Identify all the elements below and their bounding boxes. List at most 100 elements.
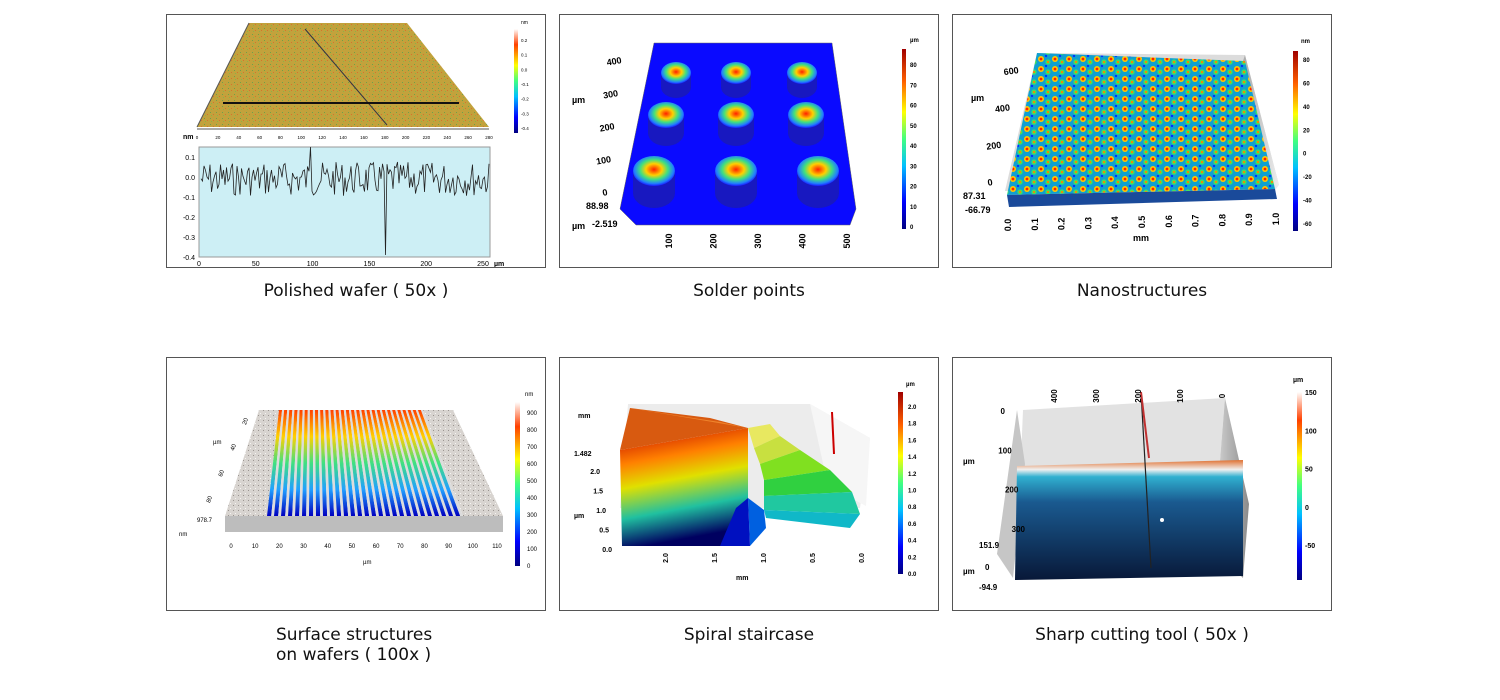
x-axis-ticks: 100 200 300 400 500 (664, 233, 852, 248)
wafer-3d-axis-ticks: 0 20 40 60 80 100 120 140 160 180 200 220 240 260 280 (196, 135, 494, 140)
colorbar (902, 49, 906, 229)
panel-nanostructures: µm 600 400 200 0 87.31 -66.79 0.0 0.1 0.2 0.3 0… (952, 14, 1332, 268)
groove-ridge (302, 410, 308, 516)
y-axis-unit: mm (578, 413, 590, 420)
profile-line (200, 146, 490, 256)
caption-line: Sharp cutting tool ( 50x ) (1035, 625, 1249, 645)
groove-ridge (392, 410, 426, 516)
groove-gap (374, 410, 400, 516)
colorbar-unit: nm (525, 392, 533, 398)
z-axis-ticks: 2.0 1.5 1.0 0.5 0.0 (590, 469, 612, 554)
groove-ridge (407, 410, 447, 516)
groove-ridge (315, 410, 321, 516)
tick-label: 0 (527, 564, 531, 570)
solder-bump-top (721, 62, 751, 84)
groove-gap (354, 410, 372, 516)
groove-gap (343, 410, 358, 516)
groove-gap (285, 410, 295, 516)
tick-label: 50 (252, 261, 260, 268)
groove-gap (328, 410, 337, 516)
x-axis-ticks: 0.0 0.1 0.2 0.3 0.4 0.5 0.6 0.7 0.8 0.9 1.0 (1003, 213, 1281, 232)
caption-line: Nanostructures (1076, 281, 1208, 301)
z-max-label: 978.7 (197, 518, 213, 524)
tick-label: 0 (987, 177, 993, 188)
tick-label: 80 (206, 495, 214, 504)
tick-label: 0 (229, 544, 233, 550)
colorbar (515, 402, 520, 566)
tick-label: -0.2 (521, 97, 529, 102)
groove-ridge (402, 410, 440, 516)
groove-gap (312, 410, 316, 516)
tick-label: 60 (1303, 81, 1310, 87)
panel-surface-structures: µm 20 40 60 80 978.7 nm 0 10 20 30 40 50 60 70 80 90… (166, 357, 546, 611)
tick-label: 40 (236, 135, 242, 140)
caption-line: Polished wafer ( 50x ) (263, 281, 449, 301)
tick-label: -0.3 (183, 235, 195, 242)
sharp-cutting-tool-figure: 400 300 200 100 0 µm 0 100 200 300 151.9 µm 0 -… (963, 377, 1317, 592)
z-unit-label: µm (574, 513, 584, 520)
surface-structures-figure: µm 20 40 60 80 978.7 nm 0 10 20 30 40 50 60 70 80 90… (179, 392, 538, 570)
solder-bump-top (633, 156, 675, 186)
z-unit-label: nm (179, 532, 187, 538)
tick-label: 0.2 (521, 38, 528, 43)
z-max-label: 151.9 (979, 541, 1000, 550)
z-max-label: 87.31 (963, 191, 986, 201)
tick-label: 0 (1001, 407, 1006, 416)
tick-label: 0.5 (810, 553, 817, 563)
groove-gap (379, 410, 407, 516)
groove-ridge (412, 410, 454, 516)
tick-label: 0.6 (1164, 215, 1174, 228)
top-axis-ticks: 400 300 200 100 0 (1050, 389, 1227, 403)
solder-bump-top (797, 156, 839, 186)
tick-label: 200 (1134, 389, 1143, 403)
tick-label: 120 (318, 135, 326, 140)
groove-gap (395, 410, 428, 516)
tick-label: 600 (527, 462, 538, 468)
tick-label: 1.5 (712, 553, 719, 563)
groove-gap (400, 410, 435, 516)
surface-grooves (267, 410, 463, 516)
groove-ridge (376, 410, 405, 516)
groove-gap (410, 410, 449, 516)
groove-gap (333, 410, 344, 516)
tick-label: -0.3 (521, 111, 529, 116)
groove-ridge (267, 410, 283, 516)
tick-label: 30 (910, 164, 917, 170)
groove-gap (359, 410, 379, 516)
tick-label: 800 (527, 428, 538, 434)
tick-label: 160 (360, 135, 368, 140)
tick-label: 20 (242, 417, 250, 426)
tick-label: 200 (1005, 486, 1019, 495)
y-axis-unit: µm (963, 457, 975, 466)
tick-label: 0.0 (185, 175, 195, 182)
y-axis-unit: µm (971, 93, 984, 103)
x-axis-unit: mm (1133, 233, 1149, 243)
tick-label: -40 (1303, 199, 1312, 205)
colorbar-ticks: 150 100 50 0 -50 (1305, 390, 1317, 550)
panel-spiral-staircase: mm 1.482 µm 2.0 1.5 1.0 0.5 0.0 2.0 1.5 1.0 0.5… (559, 357, 939, 611)
tick-label: 80 (278, 135, 284, 140)
tick-label: 100 (664, 233, 674, 248)
tick-label: 0 (196, 135, 199, 140)
tick-label: 0.1 (521, 53, 528, 58)
tick-label: -0.4 (183, 255, 195, 262)
tick-label: 900 (527, 411, 538, 417)
tick-label: 400 (1050, 389, 1059, 403)
tick-label: 10 (252, 544, 259, 550)
groove-gap (306, 410, 310, 516)
tick-label: 0.5 (1137, 216, 1147, 229)
tick-label: 20 (910, 185, 917, 191)
z-zero-label: 0 (985, 563, 990, 572)
tick-label: 500 (527, 479, 538, 485)
groove-ridge (274, 410, 288, 516)
tick-label: 50 (910, 124, 917, 130)
caption-surface-structures: Surface structures on wafers ( 100x ) (165, 625, 547, 665)
staircase-left-face (620, 428, 748, 546)
groove-gap (292, 410, 300, 516)
groove-gap (318, 410, 323, 516)
tick-label: 300 (1012, 525, 1026, 534)
colorbar-unit: µm (910, 38, 919, 44)
panel-polished-wafer: 0 20 40 60 80 100 120 140 160 180 200 220 240 260 280 … (166, 14, 546, 268)
colorbar-ticks: 80 60 40 20 0 -20 -40 -60 (1303, 58, 1312, 228)
